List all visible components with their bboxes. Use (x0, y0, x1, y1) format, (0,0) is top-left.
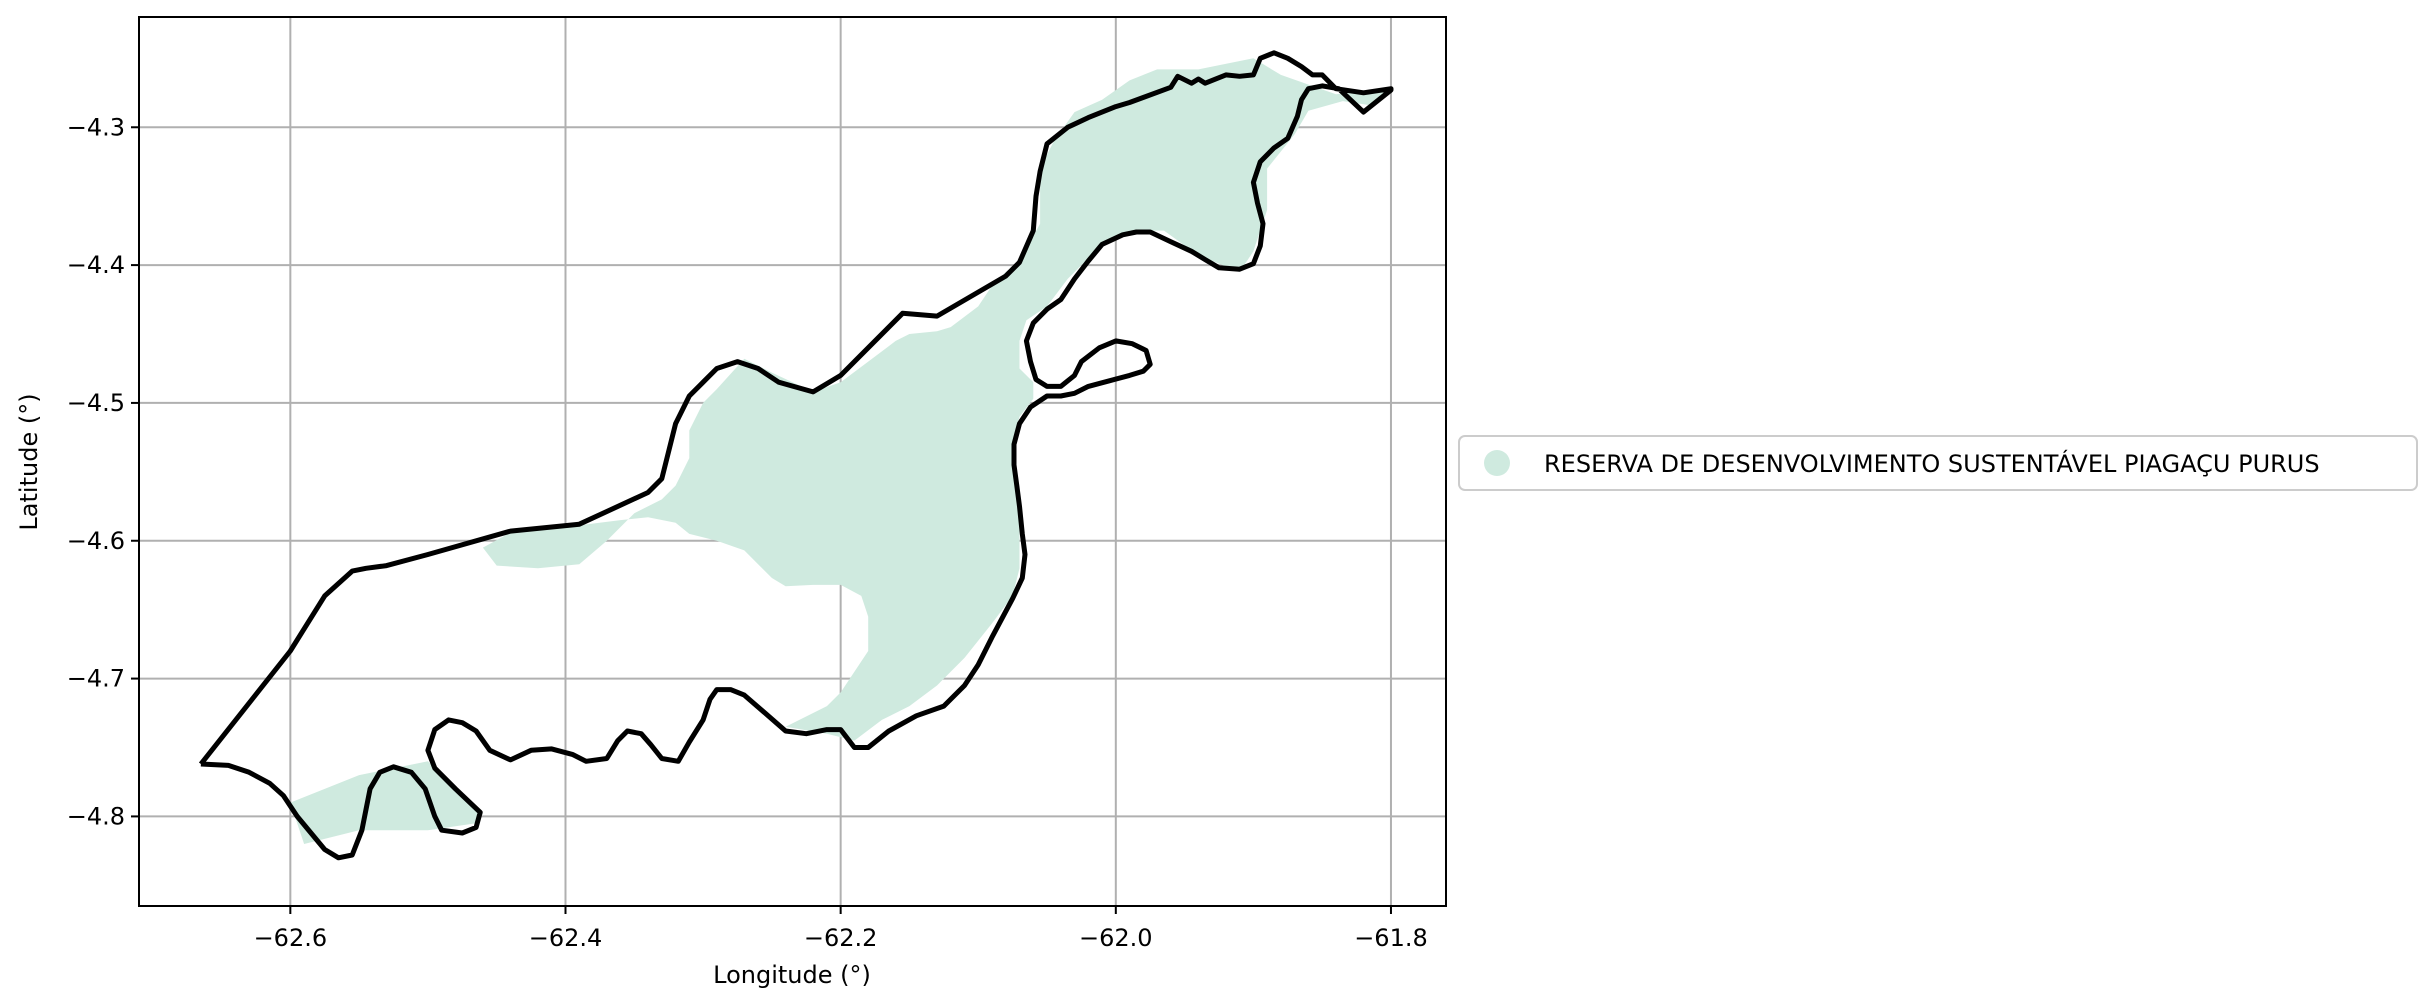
reserve-fill-main (482, 58, 1391, 741)
x-tick-label-0: −62.6 (254, 924, 328, 952)
x-tick-label-4: −61.8 (1354, 924, 1428, 952)
y-tick-label-2: −4.5 (67, 389, 125, 417)
y-axis-ticks: −4.3 −4.4 −4.5 −4.6 −4.7 −4.8 (67, 113, 139, 830)
x-tick-label-2: −62.2 (804, 924, 878, 952)
reserve-fill-southwest (290, 761, 483, 844)
x-tick-label-3: −62.0 (1079, 924, 1153, 952)
x-axis-label: Longitude (°) (713, 961, 871, 989)
reserve-boundary (198, 50, 1394, 861)
legend-box (1458, 435, 2418, 491)
y-tick-label-0: −4.3 (67, 113, 125, 141)
reserve-area-fill (290, 58, 1391, 844)
x-axis-ticks: −62.6 −62.4 −62.2 −62.0 −61.8 (254, 906, 1428, 952)
y-axis-label: Latitude (°) (15, 393, 43, 530)
y-tick-label-1: −4.4 (67, 251, 125, 279)
x-tick-label-1: −62.4 (529, 924, 603, 952)
y-tick-label-4: −4.7 (67, 665, 125, 693)
reserve-boundary-line (198, 50, 1394, 861)
legend-label: RESERVA DE DESENVOLVIMENTO SUSTENTÁVEL P… (1544, 449, 2320, 478)
y-tick-label-5: −4.8 (67, 802, 125, 830)
plot-frame (138, 16, 1447, 907)
y-tick-label-3: −4.6 (67, 527, 125, 555)
legend-marker (1484, 450, 1510, 476)
legend: RESERVA DE DESENVOLVIMENTO SUSTENTÁVEL P… (1458, 435, 2418, 491)
